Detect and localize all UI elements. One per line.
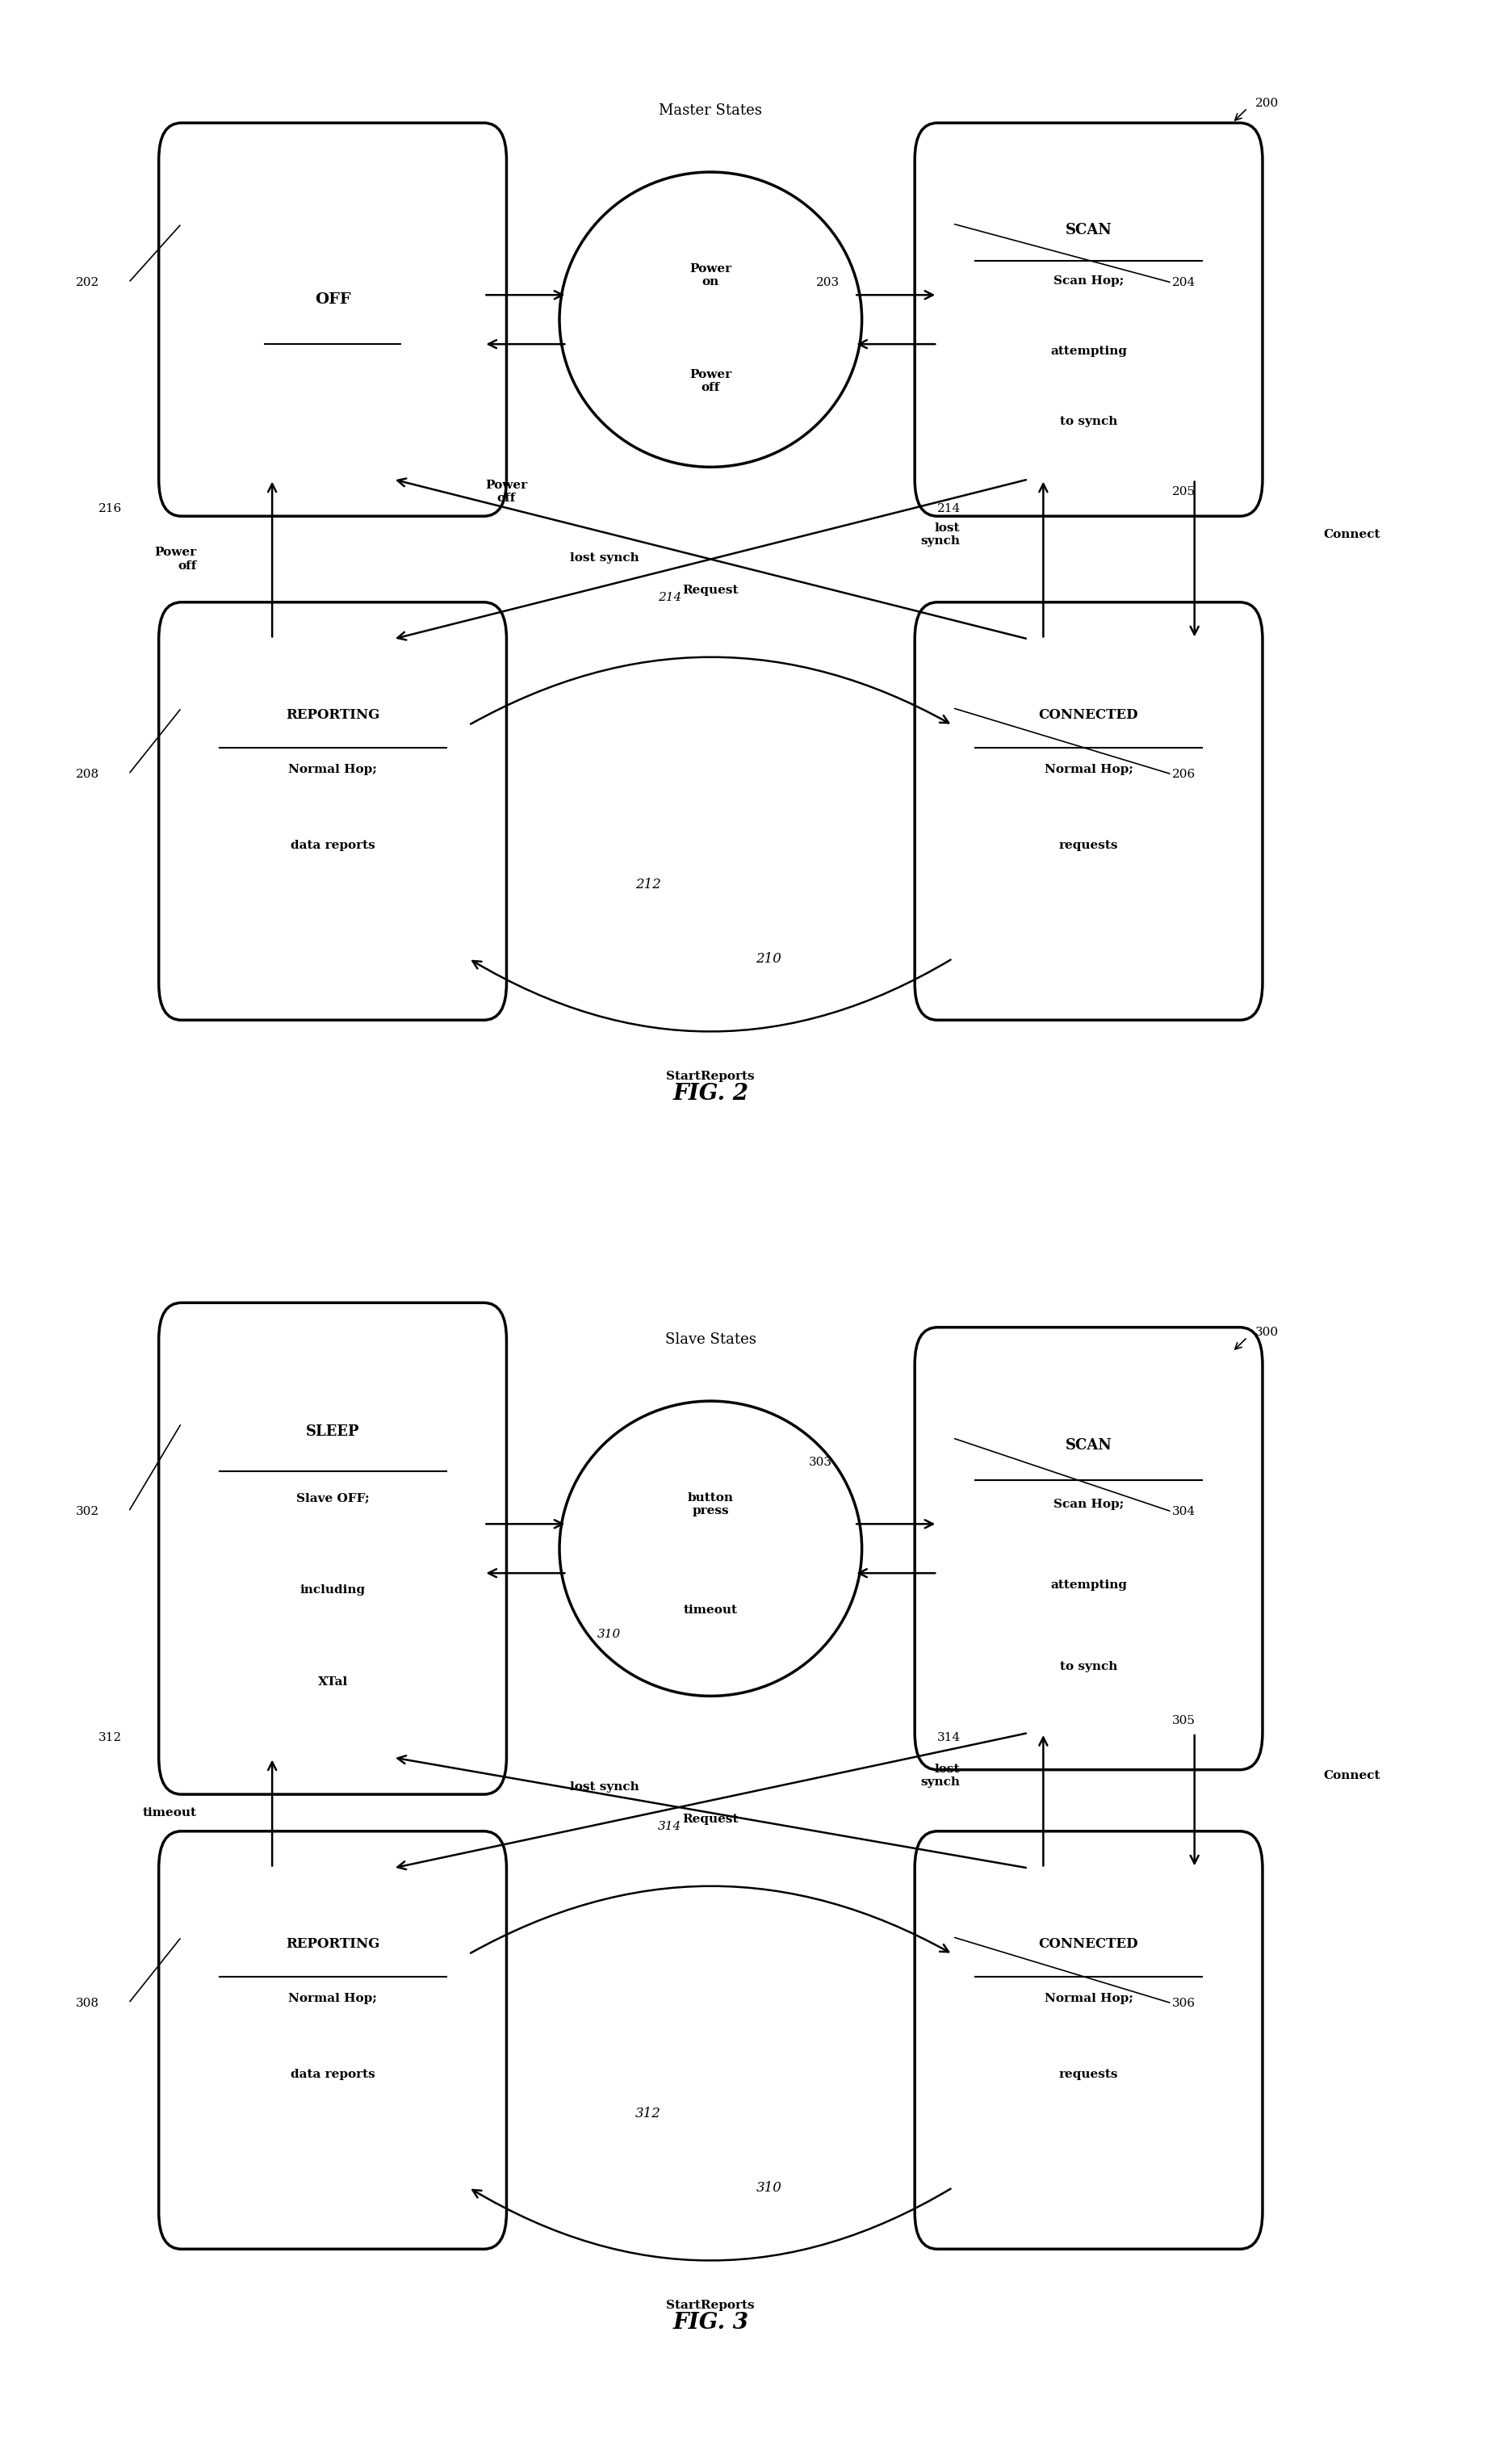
Text: requests: requests [1058,2070,1119,2079]
Text: 304: 304 [1172,1507,1196,1517]
FancyBboxPatch shape [915,1327,1263,1770]
Text: including: including [299,1585,366,1595]
Text: 205: 205 [1172,487,1196,497]
FancyBboxPatch shape [159,1831,507,2249]
Text: Scan Hop;: Scan Hop; [1054,275,1123,288]
Text: data reports: data reports [290,2070,375,2079]
Text: Master States: Master States [659,103,762,118]
Text: 200: 200 [1255,98,1279,108]
Text: REPORTING: REPORTING [286,1937,380,1952]
Text: Normal Hop;: Normal Hop; [1045,764,1132,774]
Text: Request: Request [682,1814,739,1824]
Text: 312: 312 [98,1733,122,1743]
Text: 306: 306 [1172,1998,1196,2008]
Text: 302: 302 [76,1507,100,1517]
Text: FIG. 2: FIG. 2 [673,1084,748,1104]
Ellipse shape [559,172,862,467]
Text: Power
off: Power off [485,479,528,504]
FancyBboxPatch shape [159,123,507,516]
Text: Connect: Connect [1323,1770,1380,1782]
Text: Connect: Connect [1323,528,1380,541]
Text: SCAN: SCAN [1066,224,1111,238]
Text: Normal Hop;: Normal Hop; [289,1993,376,2003]
FancyBboxPatch shape [159,1303,507,1794]
Text: requests: requests [1058,841,1119,850]
Text: Power
on: Power on [689,263,732,288]
Text: 300: 300 [1255,1327,1279,1337]
Text: XTal: XTal [318,1676,348,1689]
Text: data reports: data reports [290,841,375,850]
Text: attempting: attempting [1051,1580,1126,1590]
Text: Power
off: Power off [689,369,732,393]
Text: Request: Request [682,585,739,595]
Text: 310: 310 [597,1630,621,1639]
FancyBboxPatch shape [915,123,1263,516]
Text: attempting: attempting [1051,347,1126,356]
Text: to synch: to synch [1060,415,1117,428]
Text: button
press: button press [688,1492,733,1517]
Ellipse shape [559,1401,862,1696]
Text: 314: 314 [658,1821,682,1831]
Text: CONNECTED: CONNECTED [1039,1937,1139,1952]
Text: Slave States: Slave States [665,1332,756,1347]
Text: Power
off: Power off [154,548,197,570]
FancyBboxPatch shape [915,1831,1263,2249]
Text: lost synch: lost synch [570,1782,640,1792]
Text: 208: 208 [76,769,100,779]
Text: StartReports: StartReports [667,1072,754,1082]
Text: 204: 204 [1172,278,1196,288]
Text: StartReports: StartReports [667,2301,754,2311]
Text: 305: 305 [1172,1716,1194,1726]
Text: 303: 303 [809,1458,832,1467]
Text: Scan Hop;: Scan Hop; [1054,1499,1123,1509]
Text: Slave OFF;: Slave OFF; [296,1492,369,1504]
Text: OFF: OFF [314,293,351,307]
Text: 216: 216 [98,504,122,514]
Text: timeout: timeout [683,1605,738,1615]
Text: Normal Hop;: Normal Hop; [1045,1993,1132,2003]
Text: 312: 312 [635,2107,661,2121]
Text: 310: 310 [756,2180,782,2195]
Text: Normal Hop;: Normal Hop; [289,764,376,774]
Text: 314: 314 [937,1733,962,1743]
Text: CONNECTED: CONNECTED [1039,708,1139,723]
Text: 308: 308 [76,1998,98,2008]
FancyBboxPatch shape [915,602,1263,1020]
FancyBboxPatch shape [159,602,507,1020]
Text: 202: 202 [76,278,100,288]
Text: 210: 210 [756,951,782,966]
Text: to synch: to synch [1060,1662,1117,1671]
Text: 206: 206 [1172,769,1196,779]
Text: timeout: timeout [142,1807,197,1819]
Text: SLEEP: SLEEP [305,1423,360,1438]
Text: SCAN: SCAN [1066,1438,1111,1453]
Text: lost
synch: lost synch [921,524,960,546]
Text: 214: 214 [937,504,962,514]
Text: lost synch: lost synch [570,553,640,563]
Text: FIG. 3: FIG. 3 [673,2313,748,2333]
Text: 212: 212 [635,878,661,892]
Text: lost
synch: lost synch [921,1765,960,1787]
Text: REPORTING: REPORTING [286,708,380,723]
Text: 214: 214 [658,592,682,602]
Text: 203: 203 [816,278,841,288]
